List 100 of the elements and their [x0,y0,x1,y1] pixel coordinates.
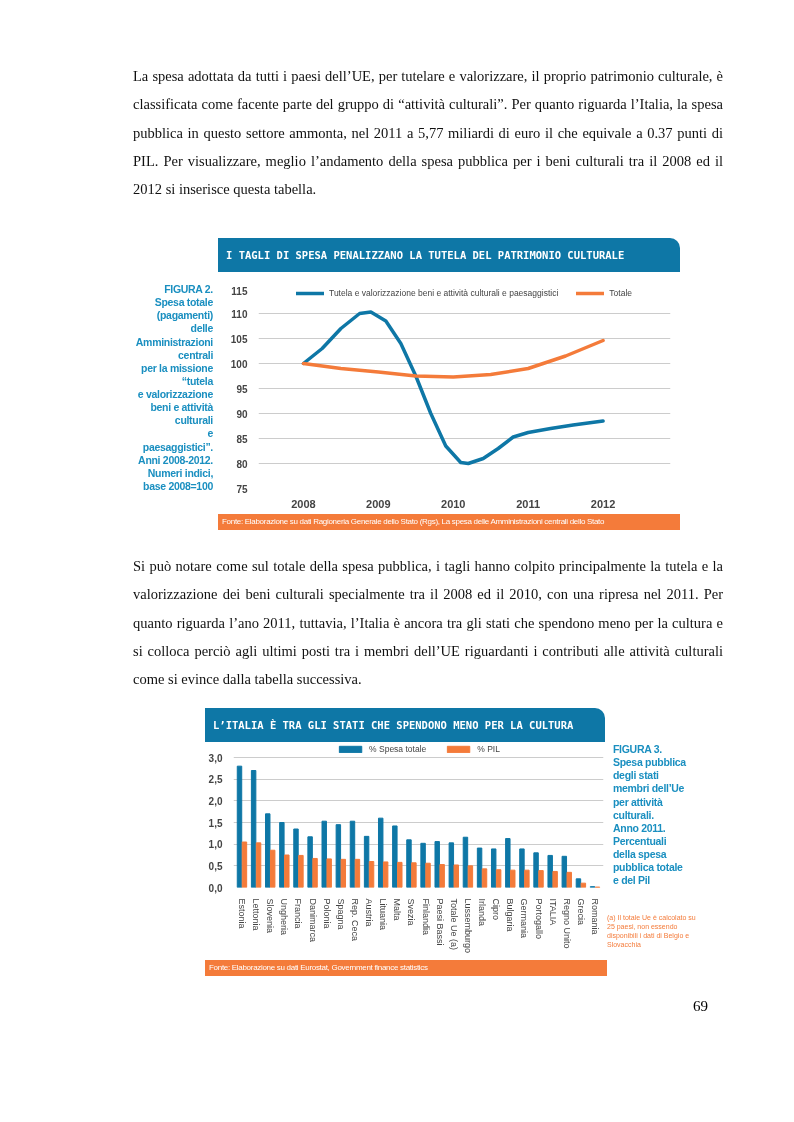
bar [279,822,285,888]
bar [307,836,313,888]
x-tick-label: Spagna [335,898,346,930]
line-series [301,338,605,379]
y-tick-label: 0,5 [208,860,223,872]
bar [552,870,558,888]
bar [312,857,318,888]
bar [524,869,530,888]
y-tick-label: 2,0 [208,795,223,807]
bar [265,813,271,888]
x-tick-label: Rep. Ceca [349,898,360,942]
bar [561,855,568,888]
bar [519,848,525,888]
x-tick-label: Irlanda [477,898,488,927]
bar [495,869,502,888]
y-tick-label: 85 [236,433,248,445]
bar [397,861,403,888]
bar [363,835,370,888]
bar [411,862,417,888]
y-tick-label: 95 [236,383,248,395]
x-tick-label: Slovenia [265,898,276,934]
text: 69 [693,997,708,1016]
bar [490,848,497,888]
legend-label: Totale [609,288,632,298]
legend-label: % PIL [477,744,500,754]
x-tick-label: Lussemburgo [462,898,473,954]
x-tick-label: Bulgaria [505,898,516,932]
x-tick-label: Svezia [406,898,417,926]
text: La spesa adottata da tutti i paesi dell’UE, per tutelare e valorizzare, il proprio patrimonio culturale, è classificata come facente parte del gruppo di “attività culturali”. Per quanto riguarda l’Italia, la spesa pubblica in questo settore ammonta, nel 2011 a 5,77 miliardi di euro il che equivale a 0.37 punti di PIL. Per visualizzare, meglio l’andamento della spesa pubblica per i beni culturali tra il 2008 ed il 2012 si inserisce questa tabella. [133,67,723,200]
x-tick-label: 2008 [291,497,316,510]
line-series [301,310,605,466]
x-tick-label: Cipro [491,898,502,921]
y-tick-label: 90 [236,408,248,420]
y-tick-label: 2,5 [208,774,223,786]
x-tick-label: Polonia [321,898,332,929]
x-tick-label: Estonia [236,898,247,929]
y-tick-label: 110 [231,308,248,320]
y-tick-label: 1,5 [208,817,223,829]
x-tick-label: Austria [364,898,375,927]
bar [425,862,431,888]
bar [476,847,483,888]
x-tick-label: Lettonia [251,898,262,931]
y-tick-label: 100 [230,358,248,370]
x-tick-label: Francia [293,898,304,929]
bar [321,820,327,888]
bar [547,854,553,888]
text: Si può notare come sul totale della spesa pubblica, i tagli hanno colpito principalmente la tutela e la valorizzazione dei beni culturali specialmente tra il 2008 ed il 2010, con una ripresa nel 2011. Per quanto riguarda l’ano 2011, tuttavia, l’Italia è ancora tra gli stati che spendono meno per la cultura e si colloca perciò agli ultimi posti tra i membri dell’UE riguardanti i contributi alle attività culturali come si evince dalla tabella successiva. [133,557,723,690]
x-tick-label: Totale Ue (a) [448,898,459,951]
text: FIGURA 2. Spesa totale (pagamenti) delle Amministrazioni centrali per la missione “tutela e valorizzazione beni e attività culturali e paesaggistici”. Anni 2008-2012. Numeri indici, base 2008=100 [135,283,213,492]
bar [533,852,539,888]
bar [566,871,572,888]
bar [467,865,474,888]
x-tick-label: Lituania [378,898,389,931]
x-tick-label: Paesi Bassi [434,898,445,946]
text: FIGURA 3. Spesa pubblica degli stati membri dell’Ue per attività culturali. Anno 2011. Percentuali della spesa pubblica totale e del Pil [613,743,686,887]
bar [538,870,544,888]
source-note: Fonte: Elaborazione su dati Eurostat, Government finance statistics [209,962,428,974]
bar [368,861,375,888]
source-note: Fonte: Elaborazione su dati Ragioneria Generale dello Stato (Rgs), La spesa delle Amministrazioni centrali dello Stato [222,516,605,528]
bar [434,841,440,888]
bar [462,836,469,888]
bar [448,842,455,888]
chart-title: I TAGLI DI SPESA PENALIZZANO LA TUTELA DEL PATRIMONIO CULTURALE [226,248,625,263]
y-tick-label: 115 [231,285,248,297]
x-tick-label: 2009 [366,497,391,510]
x-tick-label: Regno Unito [561,898,572,949]
bar [575,878,582,888]
bar [340,858,347,888]
bar [453,864,459,888]
bar [382,861,389,888]
bar [378,817,384,888]
bar [354,858,361,888]
bar [269,849,276,888]
bar [241,841,248,888]
x-tick-label: Danimarca [307,898,318,943]
bar [349,820,356,888]
bar [439,864,445,888]
x-tick-label: Finlandia [420,898,431,936]
x-tick-label: Portogallo [533,898,544,940]
chart-title: L’ITALIA È TRA GLI STATI CHE SPENDONO MENO PER LA CULTURA [213,718,574,733]
bar [326,858,332,888]
x-tick-label: Ungheria [279,898,290,936]
y-tick-label: 3,0 [208,752,223,764]
bar [236,765,243,888]
x-tick-label: Romania [590,898,601,935]
bar [284,854,290,888]
bar [392,825,398,888]
bar [505,838,511,888]
bar [293,828,299,888]
y-tick-label: 0,0 [208,882,223,894]
x-tick-label: Grecia [575,898,586,926]
bar [510,869,516,888]
y-tick-label: 80 [236,458,248,470]
x-tick-label: 2010 [441,497,466,510]
x-tick-label: ITALIA [547,898,558,926]
y-tick-label: 75 [236,483,248,495]
bar [255,842,262,888]
legend-label: % Spesa totale [369,744,427,754]
bar [406,839,412,888]
y-tick-label: 1,0 [208,839,223,851]
